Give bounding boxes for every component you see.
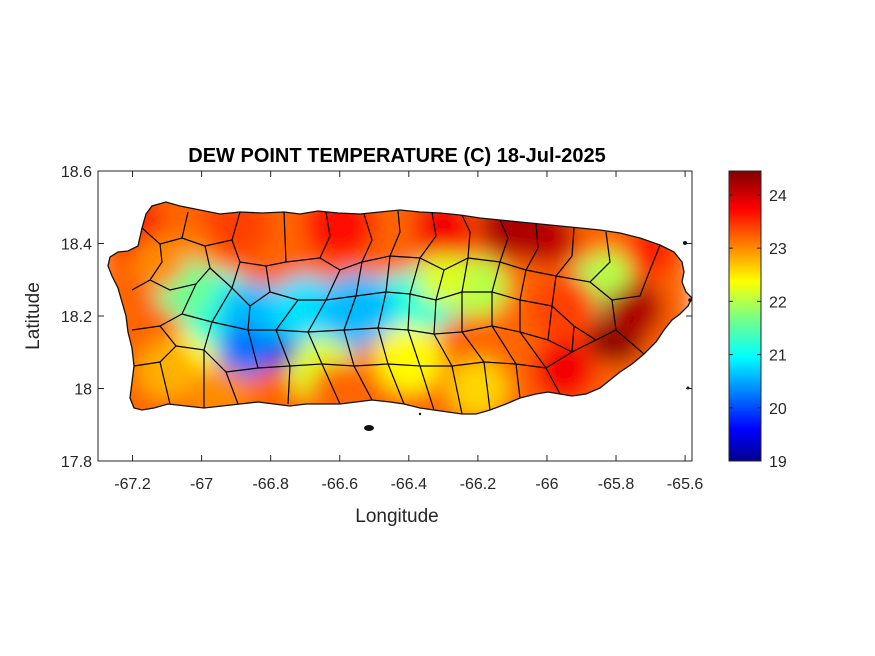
x-tick-label: -66.4 bbox=[391, 476, 428, 493]
x-tick-label: -66.2 bbox=[460, 476, 497, 493]
municipality-boundary bbox=[387, 363, 405, 405]
field-blob bbox=[271, 274, 340, 343]
x-axis-ticks: -67.2 -67 -66.8 -66.6 -66.4 -66.2 -66 -65.8 -65.… bbox=[114, 171, 703, 493]
colorbar-tick-label: 19 bbox=[769, 454, 787, 471]
field-blob bbox=[134, 235, 187, 288]
x-tick-label: -66 bbox=[535, 476, 558, 493]
colorbar-tick-label: 23 bbox=[769, 241, 787, 258]
municipality-boundary bbox=[209, 239, 241, 290]
municipality-boundary bbox=[555, 231, 611, 283]
municipality-boundary bbox=[133, 325, 177, 367]
field-blob bbox=[417, 253, 470, 306]
municipality-boundary bbox=[231, 265, 271, 307]
y-tick-label: 18.6 bbox=[61, 164, 92, 181]
y-axis-label: Latitude bbox=[23, 282, 44, 350]
islets bbox=[364, 241, 692, 431]
y-tick-label: 17.8 bbox=[61, 454, 92, 471]
municipality-boundary bbox=[467, 219, 509, 263]
municipality-boundary bbox=[159, 361, 171, 405]
municipality-boundary bbox=[545, 367, 561, 395]
field-blob bbox=[530, 274, 599, 343]
field-blob bbox=[217, 326, 270, 379]
x-tick-label: -67.2 bbox=[114, 476, 151, 493]
field-blob bbox=[137, 340, 198, 401]
municipality-boundary bbox=[499, 223, 539, 271]
y-axis-ticks: 17.8 18 18.2 18.4 18.6 bbox=[61, 164, 692, 471]
field-blob bbox=[532, 338, 597, 403]
municipality-boundary bbox=[181, 211, 189, 239]
municipality-boundary bbox=[571, 339, 597, 353]
municipality-boundary bbox=[545, 351, 573, 369]
municipality-boundary bbox=[589, 244, 661, 301]
municipality-boundary bbox=[131, 227, 163, 291]
coastline bbox=[107, 201, 693, 415]
municipality-boundary bbox=[131, 283, 197, 331]
chart-title: DEW POINT TEMPERATURE (C) 18-Jul-2025 bbox=[188, 145, 605, 167]
colorbar-tick-label: 21 bbox=[769, 348, 787, 365]
colorbar: 19 20 21 22 23 24 bbox=[728, 170, 787, 471]
municipality-boundary bbox=[419, 365, 435, 411]
x-tick-label: -65.6 bbox=[667, 476, 704, 493]
colorbar-tick-label: 20 bbox=[769, 401, 787, 418]
colorbar-tick-label: 24 bbox=[769, 188, 787, 205]
municipality-boundary bbox=[285, 211, 331, 263]
municipality-boundaries bbox=[131, 210, 661, 415]
municipality-boundary bbox=[483, 361, 491, 411]
x-tick-label: -66.6 bbox=[322, 476, 359, 493]
municipality-boundary bbox=[287, 365, 291, 405]
y-tick-label: 18.2 bbox=[61, 309, 92, 326]
x-tick-label: -66.8 bbox=[252, 476, 289, 493]
municipality-boundary bbox=[525, 227, 575, 277]
field-blob bbox=[447, 358, 508, 414]
municipality-boundary bbox=[515, 363, 521, 399]
x-axis-label: Longitude bbox=[355, 506, 438, 527]
municipality-boundary bbox=[361, 210, 401, 263]
x-tick-label: -67 bbox=[190, 476, 213, 493]
y-tick-label: 18 bbox=[74, 382, 92, 399]
field-blob bbox=[587, 250, 632, 295]
x-tick-label: -65.8 bbox=[598, 476, 635, 493]
field-blob bbox=[321, 272, 394, 345]
y-tick-label: 18.4 bbox=[61, 237, 92, 254]
field-blob bbox=[374, 325, 443, 394]
municipality-boundary bbox=[321, 363, 341, 405]
field-blob bbox=[603, 278, 664, 339]
colorbar-ticks: 19 20 21 22 23 24 bbox=[729, 188, 787, 471]
colorbar-tick-label: 22 bbox=[769, 294, 787, 311]
colorbar-gradient bbox=[728, 170, 762, 462]
municipality-boundary bbox=[451, 365, 463, 415]
municipality-boundary bbox=[353, 365, 373, 401]
municipality-boundary bbox=[389, 211, 437, 259]
municipality-boundary bbox=[239, 211, 287, 267]
